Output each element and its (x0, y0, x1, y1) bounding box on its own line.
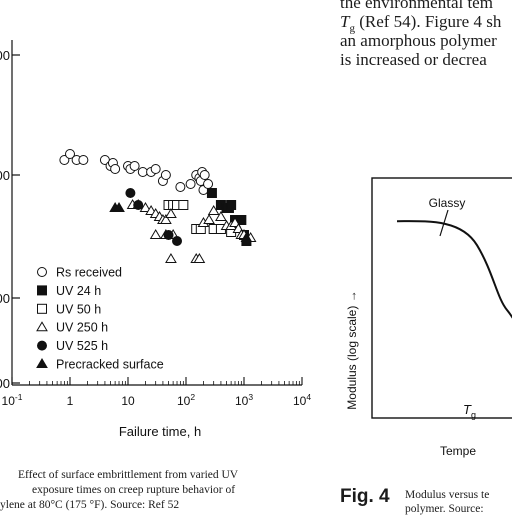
x-tick-label: 104 (293, 392, 311, 408)
modulus-chart: Glassy Modulus (log scale) → Tg Tempe (345, 177, 512, 458)
data-point (125, 188, 136, 198)
legend-label: UV 525 h (56, 339, 108, 353)
data-point (178, 200, 189, 210)
x-tick-label: 103 (235, 392, 253, 408)
body-line-2-symbol: T (340, 12, 350, 31)
body-line-1: the environmental tem (340, 0, 493, 12)
data-point (172, 236, 183, 246)
figure-4-caption-line-1: Modulus versus te (405, 489, 490, 501)
data-point (129, 161, 140, 171)
x-tick-label: 10-1 (2, 392, 23, 408)
modulus-curve (396, 220, 512, 319)
data-point (165, 208, 177, 218)
x-tick-label: 102 (177, 392, 195, 408)
data-point (165, 253, 177, 263)
caption-line-1: Effect of surface embrittlement from var… (18, 469, 239, 481)
data-point (203, 179, 214, 189)
legend-label: UV 24 h (56, 284, 101, 298)
body-line-2-subscript: g (349, 22, 355, 35)
x-axis-label-partial: Tempe (440, 444, 476, 458)
legend-marker (37, 303, 47, 314)
glassy-label: Glassy (429, 196, 466, 210)
data-point (150, 164, 161, 174)
data-point (110, 164, 121, 174)
data-point (175, 182, 186, 192)
chart-legend: Rs received UV 24 h UV 50 h UV 250 h UV 525 … (36, 266, 164, 372)
tg-label: Tg (463, 402, 476, 420)
y-tick-label: 00 (0, 48, 10, 63)
body-line-2-text: (Ref 54). Figure 4 sh (354, 12, 502, 31)
legend-label: UV 50 h (56, 302, 101, 316)
glassy-leader (439, 209, 449, 237)
data-point (207, 205, 220, 215)
x-axis-label: Failure time, h (119, 424, 201, 439)
data-point (226, 200, 237, 210)
data-point (229, 217, 241, 227)
data-point (185, 179, 196, 189)
legend-marker (37, 340, 47, 351)
data-point (236, 215, 247, 225)
legend-marker (36, 358, 48, 368)
caption-line-2: exposure times on creep rupture behavior… (32, 484, 236, 496)
body-line-3: an amorphous polymer (340, 31, 497, 50)
y-tick-label: 00 (0, 168, 10, 183)
data-point (215, 211, 227, 221)
data-point (65, 149, 75, 159)
data-point (149, 229, 162, 239)
caption-line-3: ylene at 80°C (175 °F). Source: Ref 52 (0, 499, 180, 511)
data-point (139, 202, 152, 212)
figure-4-label: Fig. 4 (340, 486, 390, 507)
data-point (160, 170, 171, 180)
data-point (193, 253, 206, 263)
legend-label: Rs received (56, 266, 122, 280)
chart-points (59, 149, 257, 263)
legend-label: UV 250 h (56, 321, 108, 335)
modulus-frame (371, 177, 512, 419)
y-axis-label: Modulus (log scale) → (345, 290, 359, 409)
y-tick-label: 00 (0, 376, 10, 391)
x-tick-label: 1 (67, 394, 74, 408)
data-point (160, 214, 172, 224)
body-line-4: is increased or decrea (340, 50, 487, 69)
data-point (78, 155, 89, 165)
data-point (113, 202, 125, 212)
body-line-2: Tg (Ref 54). Figure 4 sh (340, 12, 501, 38)
figure-4-caption-line-2: polymer. Source: (405, 503, 484, 515)
legend-marker (37, 285, 47, 296)
x-tick-label: 10 (121, 394, 135, 408)
legend-label: Precracked surface (56, 358, 164, 372)
data-point (203, 214, 215, 224)
data-point (206, 188, 217, 198)
data-point (133, 200, 144, 210)
data-point (163, 230, 174, 240)
y-tick-label: 00 (0, 291, 10, 306)
data-point (137, 167, 148, 177)
data-point (240, 232, 253, 242)
legend-marker (37, 267, 47, 277)
data-point (59, 155, 70, 165)
data-point (199, 170, 210, 180)
legend-marker (36, 321, 48, 332)
